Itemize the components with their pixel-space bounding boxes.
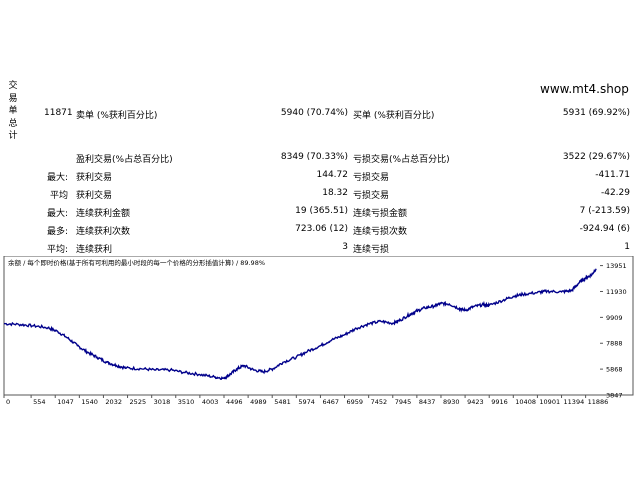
avg-consec-wins-label: 连续获利 <box>76 245 113 255</box>
x-tick-label: 6959 <box>347 398 364 406</box>
maximal-consec-profit-value: 723.06 (12) <box>295 224 348 234</box>
short-trades-label: 卖单 (%获利百分比) <box>76 111 158 121</box>
largest-profit-label: 获利交易 <box>76 173 113 183</box>
x-tick-label: 4989 <box>250 398 267 406</box>
profit-trades-label: 盈利交易(%占总百分比) <box>76 155 173 165</box>
x-tick-label: 4496 <box>226 398 243 406</box>
max-consec-losses-value: 7 (-213.59) <box>579 206 630 216</box>
x-tick-label: 1540 <box>81 398 98 406</box>
largest-profit-value: 144.72 <box>316 170 349 180</box>
x-tick-label: 5974 <box>298 398 315 406</box>
x-tick-label: 11394 <box>564 398 585 406</box>
x-tick-label: 2525 <box>130 398 147 406</box>
avg-prefix: 平均: <box>46 245 68 255</box>
x-tick-label: 10901 <box>539 398 560 406</box>
x-tick-label: 7452 <box>371 398 388 406</box>
y-tick-label: 9909 <box>606 314 623 322</box>
x-tick-label: 0 <box>6 398 10 406</box>
x-tick-label: 3510 <box>178 398 195 406</box>
average-loss-value: -42.29 <box>600 188 630 198</box>
balance-line <box>3 268 597 380</box>
max-prefix: 最大: <box>46 209 68 219</box>
avg-consec-wins-value: 3 <box>342 242 348 252</box>
max-consec-wins-label: 连续获利金额 <box>76 209 131 219</box>
x-tick-label: 554 <box>33 398 45 406</box>
chart-title: 余额 / 每个即时价格(基于所有可利用的最小时段的每一个价格的分形插值计算) /… <box>8 258 265 267</box>
side-label: 交 易 单 总 计 <box>8 80 18 143</box>
long-trades-label: 买单 (%获利百分比) <box>353 111 435 121</box>
maximal-consec-loss-label: 连续亏损次数 <box>353 227 408 237</box>
x-tick-label: 6467 <box>322 398 339 406</box>
x-tick-label: 1047 <box>57 398 74 406</box>
y-tick-label: 5868 <box>606 366 623 374</box>
x-tick-label: 5481 <box>274 398 291 406</box>
maximal-consec-profit-label: 连续获利次数 <box>76 227 131 237</box>
largest-prefix: 最大: <box>46 173 68 183</box>
side-label-char: 单 <box>8 106 18 116</box>
short-trades-value: 5940 (70.74%) <box>280 108 348 118</box>
y-tick-label: 3847 <box>606 392 623 400</box>
side-label-char: 易 <box>8 93 18 104</box>
side-label-char: 交 <box>8 81 18 91</box>
loss-trades-value: 3522 (29.67%) <box>562 152 630 162</box>
average-profit-value: 18.32 <box>322 188 348 198</box>
x-tick-label: 2032 <box>105 398 122 406</box>
profit-trades-value: 8349 (70.33%) <box>280 152 348 162</box>
balance-chart: 0 554 1047 1540 2032 2525 3018 3510 4003 4496 4989… <box>3 256 634 406</box>
average-profit-label: 获利交易 <box>76 191 113 201</box>
total-trades-value: 11871 <box>44 108 73 118</box>
x-tick-label: 8930 <box>443 398 460 406</box>
maximal-prefix: 最多: <box>46 227 68 237</box>
x-tick-label: 3018 <box>154 398 171 406</box>
average-loss-label: 亏损交易 <box>353 191 390 201</box>
loss-trades-label: 亏损交易(%占总百分比) <box>353 155 450 165</box>
long-trades-value: 5931 (69.92%) <box>562 108 630 118</box>
avg-consec-losses-label: 连续亏损 <box>353 245 390 255</box>
chart-frame <box>3 256 634 396</box>
max-consec-wins-value: 19 (365.51) <box>295 206 348 216</box>
maximal-consec-loss-value: -924.94 (6) <box>579 224 630 234</box>
y-tick-label: 13951 <box>606 262 627 270</box>
x-tick-label: 9423 <box>467 398 484 406</box>
site-watermark: www.mt4.shop <box>540 82 629 96</box>
x-tick-label: 10408 <box>515 398 536 406</box>
x-tick-label: 11886 <box>588 398 609 406</box>
x-tick-label: 8437 <box>419 398 436 406</box>
avg-consec-losses-value: 1 <box>624 242 630 252</box>
side-label-char: 计 <box>8 131 18 141</box>
side-label-char: 总 <box>8 118 18 129</box>
x-tick-label: 9916 <box>491 398 508 406</box>
max-consec-losses-label: 连续亏损金额 <box>353 209 408 219</box>
largest-loss-value: -411.71 <box>595 170 630 180</box>
y-tick-label: 7888 <box>606 340 623 348</box>
y-tick-label: 11930 <box>606 288 627 296</box>
x-tick-label: 7945 <box>395 398 412 406</box>
x-tick-label: 4003 <box>202 398 219 406</box>
largest-loss-label: 亏损交易 <box>353 173 390 183</box>
average-prefix: 平均 <box>49 191 68 201</box>
